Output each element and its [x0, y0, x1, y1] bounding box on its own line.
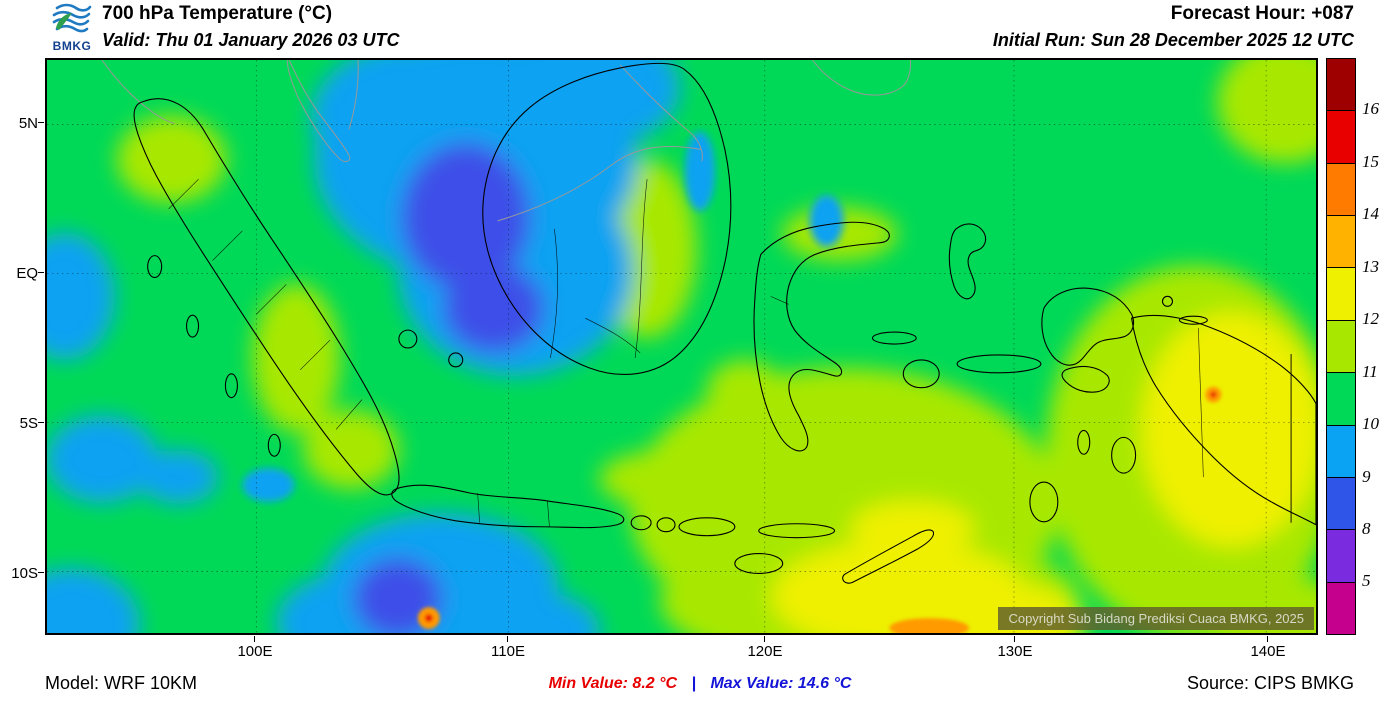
colorbar-segment [1327, 425, 1355, 478]
forecast-hour-label: Forecast Hour: +087 [1170, 3, 1354, 24]
lon-label-130e: 130E [997, 643, 1033, 660]
axis-tick [507, 636, 508, 642]
bmkg-logo-icon [52, 3, 92, 33]
colorbar-label-13: 13 [1362, 257, 1379, 276]
lat-label-5n: 5N [18, 115, 38, 132]
temperature-colorbar [1326, 58, 1356, 635]
lon-label-120e: 120E [747, 643, 783, 660]
hot-spot-cores [424, 391, 1217, 623]
colorbar-label-16: 16 [1362, 99, 1379, 118]
colorbar-label-12: 12 [1362, 309, 1379, 328]
axis-tick [38, 122, 44, 123]
temperature-field [47, 60, 1316, 633]
colorbar-label-14: 14 [1362, 204, 1379, 223]
copyright-badge: Copyright Sub Bidang Prediksi Cuaca BMKG… [998, 607, 1314, 630]
colorbar-segment [1327, 111, 1355, 164]
colorbar-segment [1327, 163, 1355, 217]
colorbar-segment [1327, 530, 1355, 583]
lat-label-eq: EQ [16, 265, 38, 282]
colorbar-label-9: 9 [1362, 467, 1371, 486]
colorbar-segment [1327, 216, 1355, 269]
axis-tick [38, 272, 44, 273]
colorbar-segment [1327, 320, 1355, 374]
bmkg-logo: BMKG [47, 1, 97, 53]
small-cool-patches [242, 131, 844, 502]
colorbar-label-10: 10 [1362, 414, 1379, 433]
colorbar-label-8: 8 [1362, 519, 1371, 538]
bmkg-logo-label: BMKG [52, 39, 92, 53]
foreign-coastlines [101, 60, 912, 222]
lat-label-10s: 10S [11, 565, 38, 582]
colorbar-segment [1327, 477, 1355, 531]
lon-label-140e: 140E [1250, 643, 1286, 660]
lat-label-5s: 5S [19, 415, 38, 432]
colorbar-segment [1327, 373, 1355, 426]
admin-borders [168, 178, 1204, 527]
lon-label-110e: 110E [491, 643, 525, 660]
minmax-separator: | [691, 675, 696, 692]
minmax-labels: Min Value: 8.2 °C | Max Value: 14.6 °C [0, 675, 1400, 693]
page-title: 700 hPa Temperature (°C) [102, 3, 333, 24]
max-value-label: Max Value: 14.6 °C [710, 675, 852, 692]
colorbar-label-5: 5 [1362, 571, 1371, 590]
axis-tick [38, 422, 44, 423]
model-label: Model: WRF 10KM [45, 673, 198, 693]
axis-tick [1267, 636, 1268, 642]
min-value-label: Min Value: 8.2 °C [548, 675, 678, 692]
map-canvas: Copyright Sub Bidang Prediksi Cuaca BMKG… [45, 58, 1318, 635]
colorbar-segment [1327, 582, 1355, 634]
colorbar-segment [1327, 268, 1355, 321]
axis-tick [38, 572, 44, 573]
map-svg [47, 60, 1316, 633]
coastlines [133, 62, 1316, 584]
colorbar-label-15: 15 [1362, 152, 1379, 171]
colorbar-segment [1327, 59, 1355, 112]
axis-tick [764, 636, 765, 642]
axis-tick [254, 636, 255, 642]
lon-label-100e: 100E [237, 643, 273, 660]
initial-run-label: Initial Run: Sun 28 December 2025 12 UTC [992, 30, 1354, 50]
axis-tick [1014, 636, 1015, 642]
colorbar-label-11: 11 [1362, 362, 1378, 381]
blue-areas [354, 143, 544, 633]
source-label: Source: CIPS BMKG [1186, 673, 1354, 693]
valid-time-label: Valid: Thu 01 January 2026 03 UTC [102, 30, 400, 50]
